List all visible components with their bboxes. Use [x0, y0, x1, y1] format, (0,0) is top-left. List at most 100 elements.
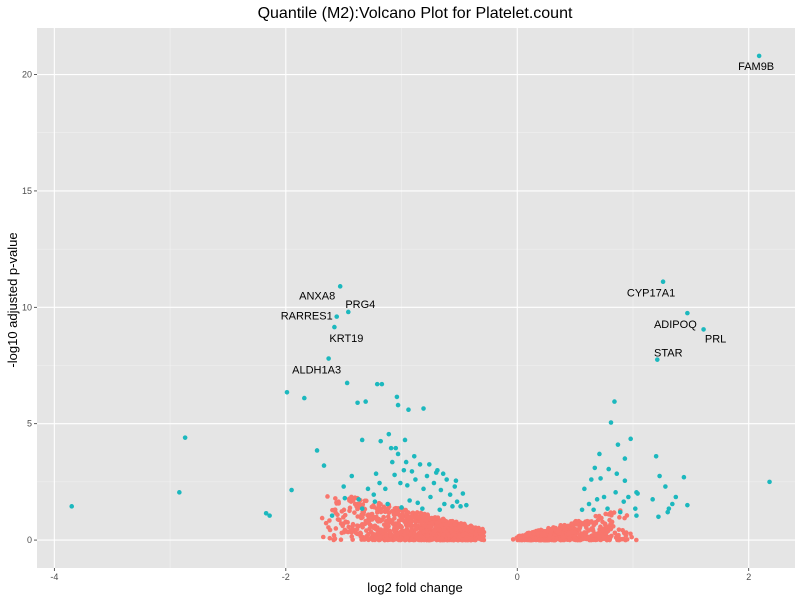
significant-point	[634, 513, 639, 518]
significant-point	[389, 459, 395, 465]
significant-point	[628, 436, 633, 442]
significant-point	[182, 435, 188, 440]
nonsignificant-point	[480, 533, 485, 539]
significant-point	[329, 513, 335, 518]
nonsignificant-point	[612, 530, 618, 536]
nonsignificant-point	[347, 505, 353, 511]
nonsignificant-point	[510, 537, 516, 542]
significant-point	[314, 448, 320, 453]
nonsignificant-point	[427, 537, 433, 543]
significant-point	[453, 478, 459, 484]
nonsignificant-point	[339, 530, 345, 536]
nonsignificant-point	[439, 536, 444, 542]
x-tick-label: -4	[50, 572, 58, 582]
nonsignificant-point	[426, 524, 432, 529]
nonsignificant-point	[378, 501, 383, 507]
nonsignificant-point	[375, 510, 380, 515]
nonsignificant-point	[616, 535, 621, 540]
significant-point	[654, 357, 660, 362]
significant-point	[332, 324, 337, 330]
nonsignificant-point	[432, 528, 438, 534]
nonsignificant-point	[420, 514, 425, 519]
nonsignificant-point	[548, 529, 554, 534]
significant-point	[433, 470, 439, 475]
nonsignificant-point	[350, 523, 355, 529]
significant-point	[589, 477, 594, 482]
significant-point	[386, 431, 392, 437]
nonsignificant-point	[364, 498, 369, 504]
significant-point	[385, 501, 390, 507]
significant-point	[597, 451, 602, 457]
significant-point	[594, 497, 600, 502]
nonsignificant-point	[593, 531, 599, 537]
significant-point	[406, 407, 411, 413]
nonsignificant-point	[381, 504, 387, 510]
nonsignificant-point	[346, 524, 351, 530]
gene-label-rarres1: RARRES1	[281, 311, 333, 323]
y-tick-label: 10	[22, 302, 32, 312]
nonsignificant-point	[443, 522, 449, 528]
nonsignificant-point	[414, 510, 420, 515]
nonsignificant-point	[629, 534, 634, 540]
significant-point	[263, 511, 269, 516]
nonsignificant-point	[412, 531, 418, 536]
nonsignificant-point	[599, 515, 604, 521]
nonsignificant-point	[327, 527, 333, 533]
nonsignificant-point	[371, 503, 376, 508]
significant-point	[374, 381, 380, 387]
nonsignificant-point	[590, 528, 596, 534]
nonsignificant-point	[616, 527, 622, 532]
significant-point	[617, 509, 623, 515]
nonsignificant-point	[591, 537, 596, 543]
significant-point	[344, 380, 350, 386]
significant-point	[407, 498, 412, 503]
nonsignificant-point	[367, 522, 373, 528]
significant-point	[591, 507, 596, 513]
significant-point	[401, 467, 407, 473]
significant-point	[359, 506, 365, 511]
nonsignificant-point	[459, 523, 465, 529]
nonsignificant-point	[552, 526, 557, 532]
nonsignificant-point	[332, 536, 338, 542]
significant-point	[626, 494, 631, 500]
significant-point	[586, 501, 592, 507]
x-tick-label: -2	[282, 572, 290, 582]
nonsignificant-point	[451, 536, 457, 542]
significant-point	[383, 486, 388, 492]
significant-point	[359, 437, 365, 443]
nonsignificant-point	[388, 533, 394, 538]
nonsignificant-point	[387, 537, 392, 542]
nonsignificant-point	[375, 531, 380, 536]
significant-point	[756, 53, 762, 59]
nonsignificant-point	[583, 522, 589, 528]
nonsignificant-point	[395, 506, 401, 511]
nonsignificant-point	[342, 512, 348, 518]
nonsignificant-point	[621, 536, 626, 542]
nonsignificant-point	[392, 516, 397, 521]
nonsignificant-point	[343, 519, 348, 524]
significant-point	[452, 484, 458, 489]
x-tick-label: 2	[746, 572, 751, 582]
nonsignificant-point	[596, 534, 602, 540]
significant-point	[424, 473, 430, 479]
nonsignificant-point	[373, 526, 379, 532]
significant-point	[606, 466, 611, 472]
significant-point	[665, 509, 671, 515]
nonsignificant-point	[333, 526, 339, 531]
significant-point	[373, 471, 379, 477]
significant-point	[605, 506, 610, 511]
significant-point	[334, 314, 340, 319]
nonsignificant-point	[601, 534, 607, 540]
nonsignificant-point	[617, 515, 622, 520]
nonsignificant-point	[409, 514, 415, 520]
significant-point	[632, 506, 638, 511]
significant-point	[431, 480, 437, 486]
significant-point	[388, 445, 394, 451]
nonsignificant-point	[381, 515, 386, 520]
significant-point	[579, 507, 585, 513]
gene-label-prg4: PRG4	[345, 299, 375, 311]
significant-point	[657, 473, 662, 479]
nonsignificant-point	[620, 527, 625, 533]
nonsignificant-point	[531, 531, 537, 537]
nonsignificant-point	[611, 510, 617, 515]
